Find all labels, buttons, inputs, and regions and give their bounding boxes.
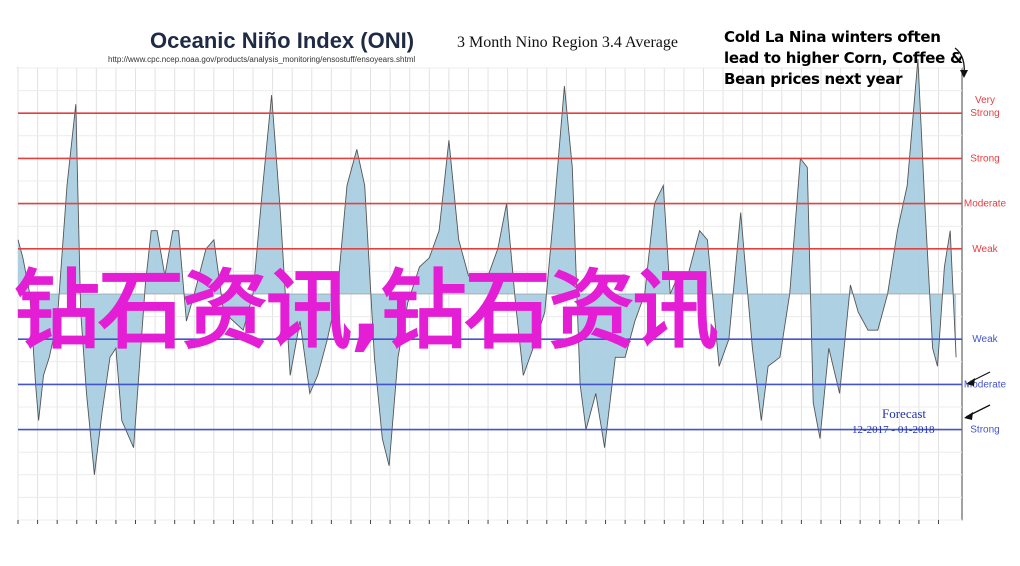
chart-subtitle: 3 Month Nino Region 3.4 Average	[457, 34, 679, 51]
callout-arrowhead	[960, 70, 968, 78]
threshold-label: Moderate	[964, 379, 1007, 390]
forecast-arrowhead	[964, 412, 973, 420]
threshold-label: Weak	[972, 244, 998, 255]
threshold-label: Moderate	[964, 199, 1007, 210]
chart-title: Oceanic Niño Index (ONI)	[150, 28, 415, 53]
threshold-label: Weak	[972, 334, 998, 345]
forecast-label: Forecast	[882, 406, 927, 421]
threshold-label: Strong	[970, 153, 999, 164]
oni-line	[17, 58, 957, 475]
threshold-label: Strong	[970, 425, 999, 436]
forecast-range: 12-2017 - 01-2018	[852, 424, 935, 436]
callout-text: Cold La Nina winters often lead to highe…	[724, 28, 963, 88]
source-url: http://www.cpc.ncep.noaa.gov/products/an…	[108, 55, 416, 64]
watermark: 钻石资讯,钻石资讯	[14, 261, 719, 361]
threshold-label: Very Strong	[970, 95, 999, 119]
oni-area	[18, 59, 957, 475]
forecast-arrowhead-upper	[966, 378, 975, 386]
